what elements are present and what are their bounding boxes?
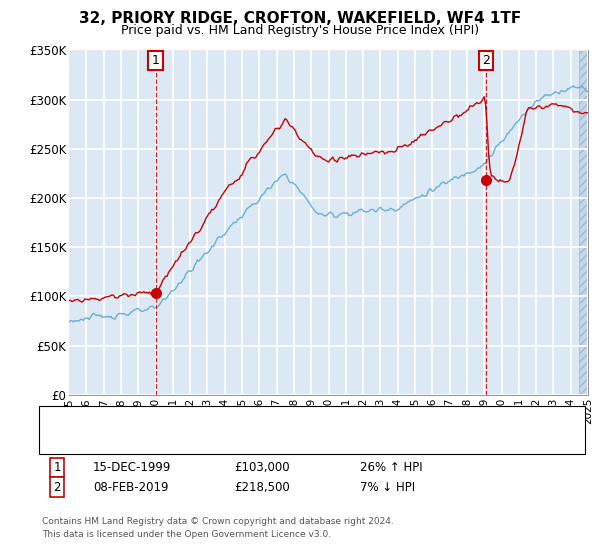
Text: £218,500: £218,500 bbox=[234, 480, 290, 494]
Text: Price paid vs. HM Land Registry's House Price Index (HPI): Price paid vs. HM Land Registry's House … bbox=[121, 24, 479, 36]
Text: 1: 1 bbox=[152, 54, 160, 67]
Text: 15-DEC-1999: 15-DEC-1999 bbox=[93, 461, 172, 474]
Text: 2: 2 bbox=[482, 54, 490, 67]
Text: HPI: Average price, detached house, Wakefield: HPI: Average price, detached house, Wake… bbox=[91, 434, 347, 444]
Text: 32, PRIORY RIDGE, CROFTON, WAKEFIELD, WF4 1TF (detached house): 32, PRIORY RIDGE, CROFTON, WAKEFIELD, WF… bbox=[91, 416, 473, 426]
Text: £103,000: £103,000 bbox=[234, 461, 290, 474]
Text: This data is licensed under the Open Government Licence v3.0.: This data is licensed under the Open Gov… bbox=[42, 530, 331, 539]
Text: 08-FEB-2019: 08-FEB-2019 bbox=[93, 480, 169, 494]
Text: Contains HM Land Registry data © Crown copyright and database right 2024.: Contains HM Land Registry data © Crown c… bbox=[42, 517, 394, 526]
Text: 7% ↓ HPI: 7% ↓ HPI bbox=[360, 480, 415, 494]
Text: 26% ↑ HPI: 26% ↑ HPI bbox=[360, 461, 422, 474]
Text: 1: 1 bbox=[53, 461, 61, 474]
Text: 2: 2 bbox=[53, 480, 61, 494]
Polygon shape bbox=[580, 50, 588, 395]
Text: 32, PRIORY RIDGE, CROFTON, WAKEFIELD, WF4 1TF: 32, PRIORY RIDGE, CROFTON, WAKEFIELD, WF… bbox=[79, 11, 521, 26]
